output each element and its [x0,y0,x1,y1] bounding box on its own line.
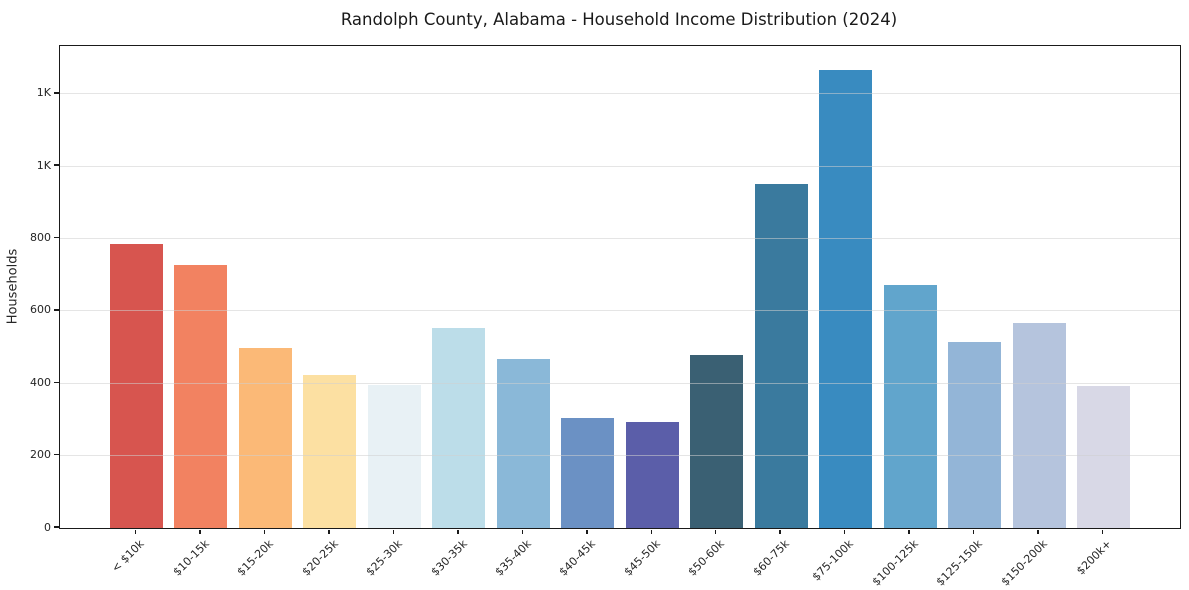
y-tick-mark [54,526,59,528]
y-tick-label: 1K [36,158,51,172]
bar-15-20k [238,348,292,528]
bar-20-25k [303,374,357,528]
bar-45-50k [625,421,679,528]
y-tick-label: 200 [30,448,51,462]
bar-150-200k [1012,323,1066,528]
x-tick-label: $45-50k [621,537,663,579]
y-tick-mark [54,236,59,239]
x-tick-label: $60-75k [750,537,792,579]
gridline-400 [60,382,1180,384]
x-tick-mark [457,529,459,534]
x-tick-mark [908,529,910,534]
x-tick-mark [392,529,395,534]
x-tick-mark [714,529,717,534]
x-tick-mark [1037,529,1039,534]
y-tick-label: 600 [30,303,51,317]
x-tick-labels: < $10k $10-15k $15-20k $20-25k $25-30k $30-35… [59,528,1179,590]
x-tick-mark [199,529,201,534]
gridline-1k [60,165,1180,167]
y-tick-marks [54,45,59,528]
bar-75-100k [819,70,873,528]
y-tick-mark [54,92,59,94]
plot-area [59,45,1181,529]
bar-60-75k [754,184,808,528]
x-tick-label: $10-15k [170,537,212,579]
x-tick-mark [843,529,846,534]
x-tick-mark [650,529,652,534]
gridline-200 [60,455,1180,457]
bar-30-35k [432,327,486,528]
x-tick-mark [1101,529,1104,534]
x-tick-mark [586,529,588,534]
x-tick-mark [521,529,524,534]
bar-50-60k [690,354,744,528]
x-tick-label: $30-35k [428,537,470,579]
x-tick-label: $100-125k [869,537,921,589]
x-tick-label: $125-150k [933,537,986,589]
chart-title: Randolph County, Alabama - Household Inc… [340,10,898,29]
gridline-1k [60,93,1180,95]
x-tick-label: $25-30k [363,537,405,579]
x-tick-mark [972,529,975,534]
y-tick-label: 800 [30,231,51,244]
x-tick-label: $75-100k [809,537,857,584]
x-tick-label: $20-25k [299,537,341,579]
x-tick-mark [134,529,137,534]
bar-125-150k [948,342,1002,528]
y-tick-label: 0 [44,520,51,534]
x-tick-mark [328,529,330,534]
x-tick-label: $200k+ [1074,537,1115,578]
y-tick-mark [54,381,59,383]
bar-40-45k [561,418,615,528]
y-tick-mark [54,164,59,166]
y-tick-mark [54,309,59,311]
bar-35-40k [496,359,550,528]
bar-10-15k [174,264,228,528]
y-tick-mark [54,453,59,456]
x-tick-label: $15-20k [234,537,276,579]
x-tick-mark [263,529,266,534]
bar-100-125k [883,284,937,528]
y-tick-label: 400 [30,375,51,389]
bar-25-30k [367,385,421,528]
y-tick-label: 1K [36,86,51,100]
bar-200k [1077,386,1131,528]
gridline-600 [60,310,1180,312]
x-tick-label: $150-200k [998,537,1050,589]
x-tick-mark [779,529,781,534]
y-tick-labels: 0 200 400 600 800 1K 1K [0,45,51,532]
x-tick-label: < $10k [109,537,147,575]
bar-10k [110,243,163,528]
x-tick-label: $35-40k [492,537,534,579]
x-tick-label: $40-45k [557,537,599,579]
gridline-800 [60,238,1180,239]
x-tick-label: $50-60k [685,537,728,579]
